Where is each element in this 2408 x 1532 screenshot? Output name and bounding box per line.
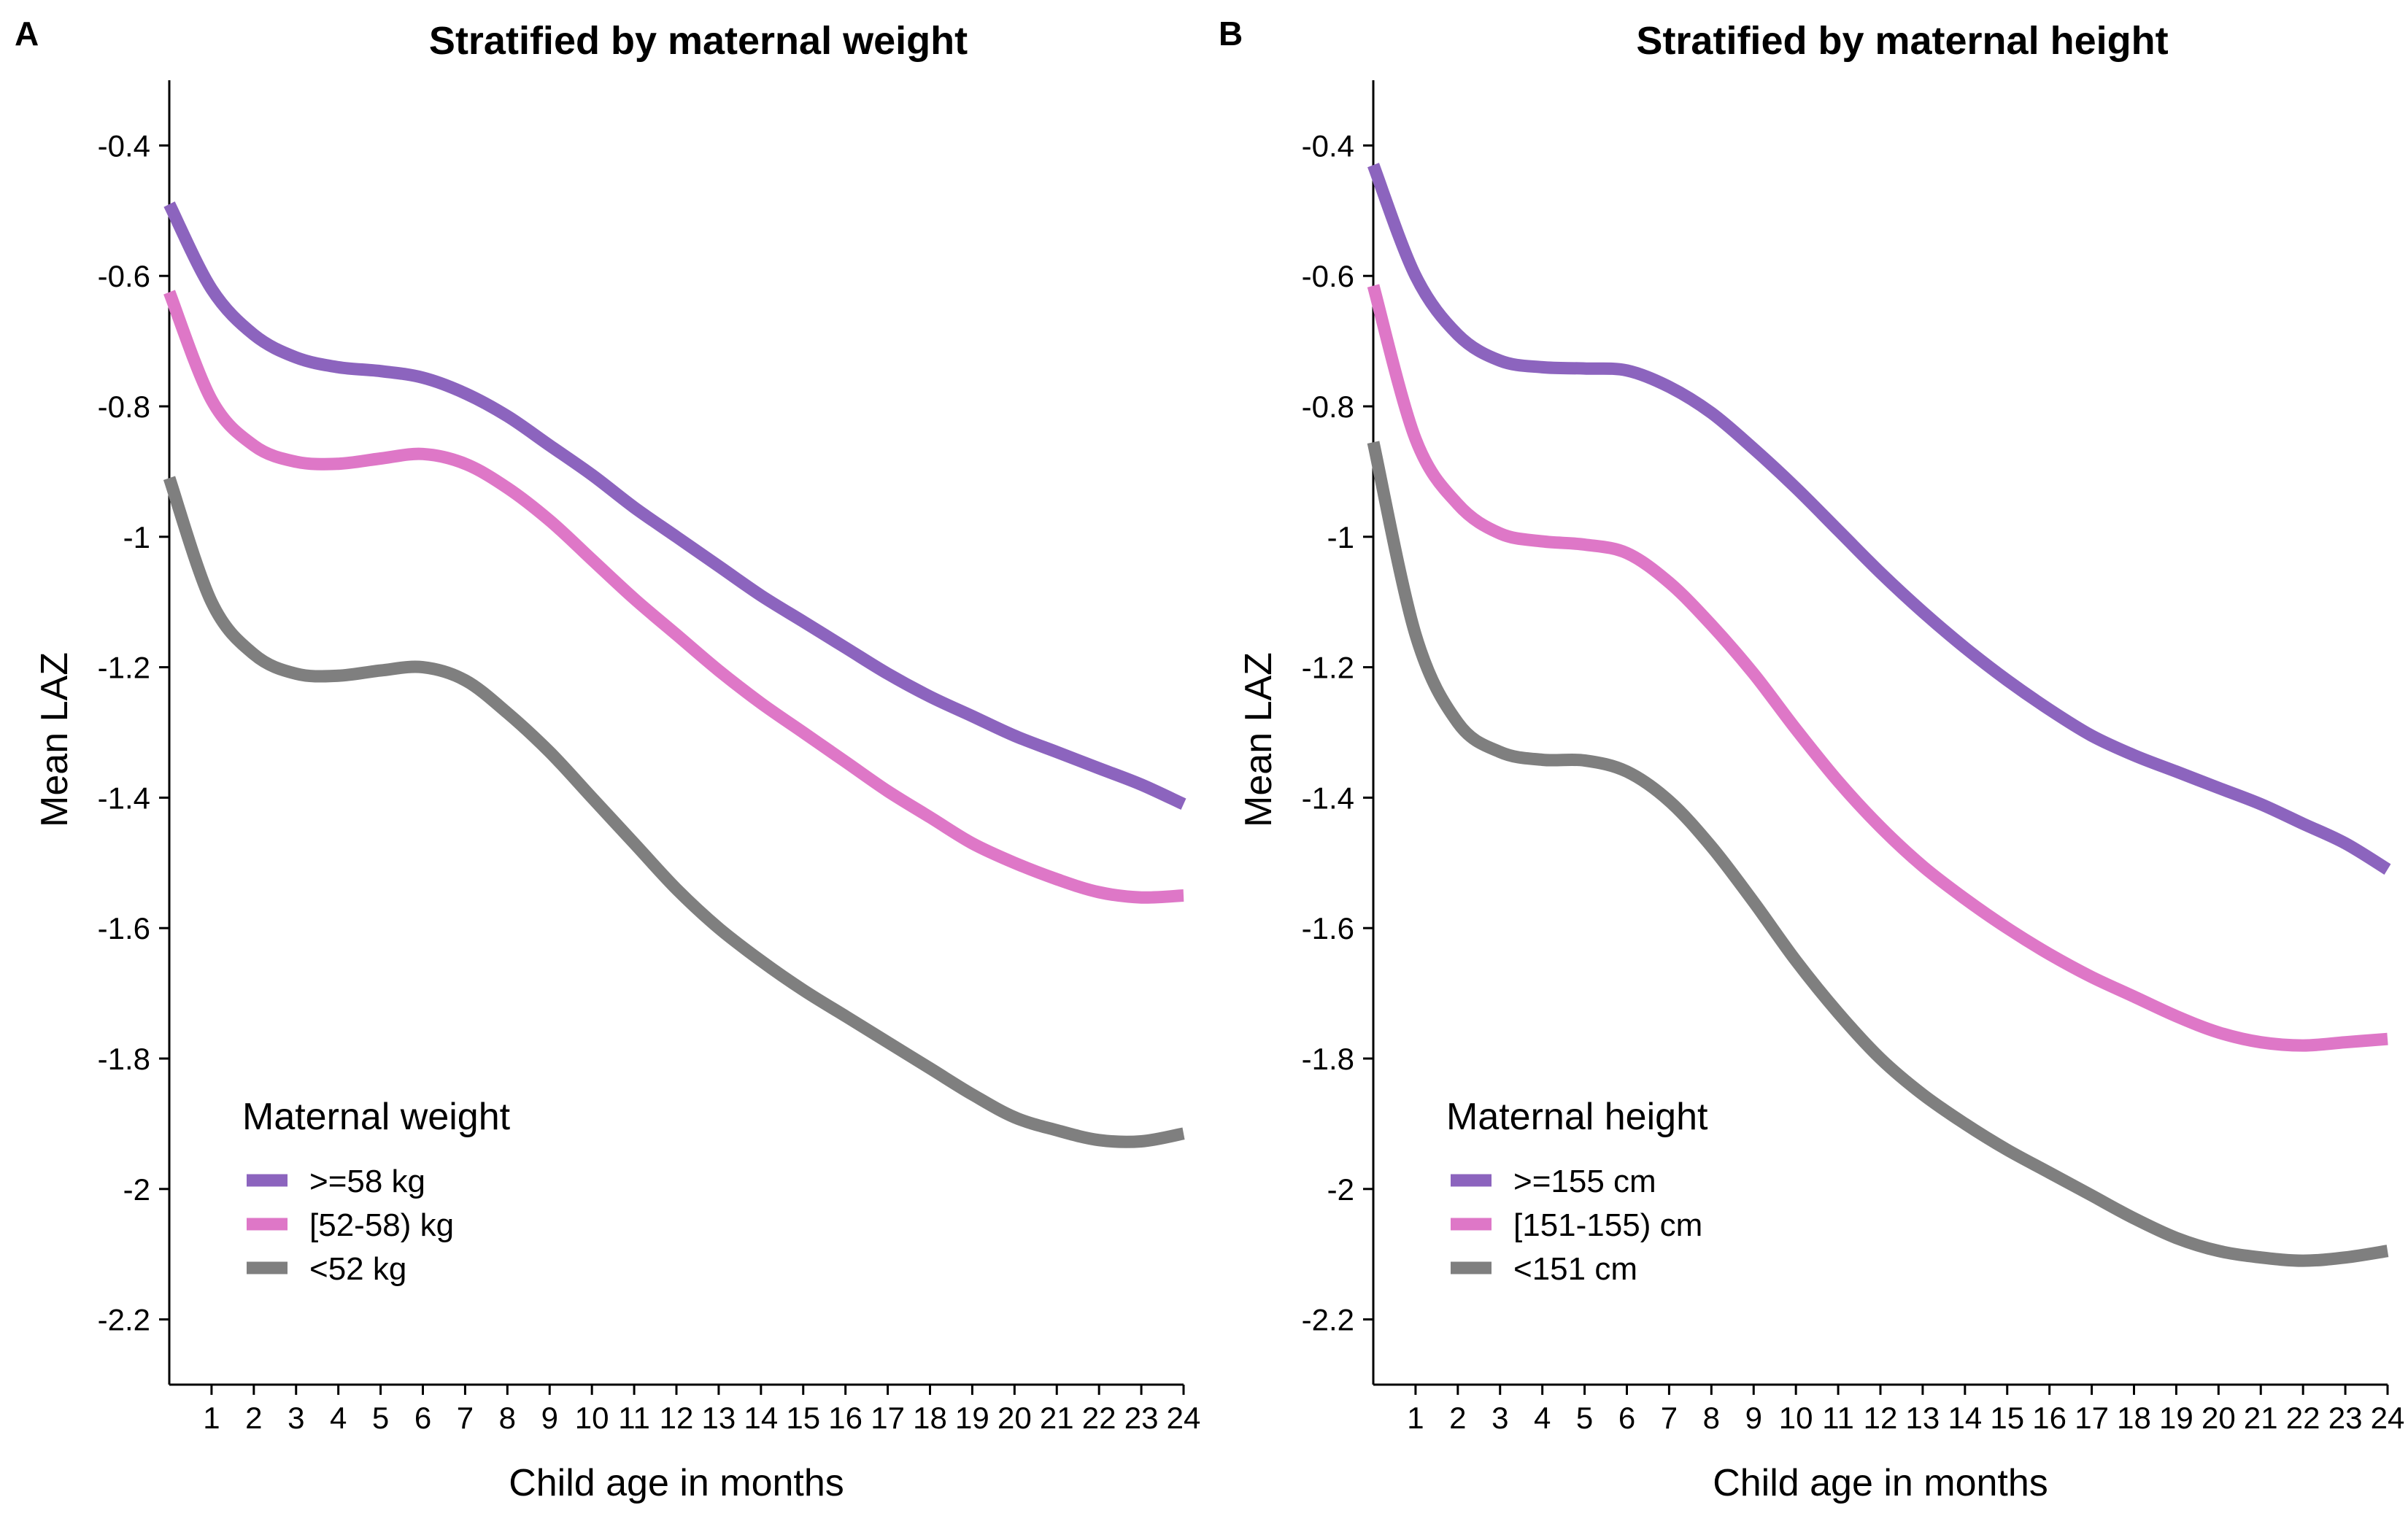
y-tick-label: -1.2 [98,651,150,685]
y-tick-label: -2.2 [1302,1303,1354,1337]
x-tick-label: 9 [541,1401,558,1435]
panel-letter: A [15,15,39,53]
y-tick-label: -1.8 [1302,1042,1354,1076]
y-tick-label: -0.4 [1302,128,1354,163]
x-tick-label: 2 [1449,1401,1466,1435]
x-tick-label: 15 [786,1401,820,1435]
x-tick-label: 23 [2328,1401,2363,1435]
legend-title: Maternal height [1446,1096,1708,1138]
y-tick-label: -1.6 [98,911,150,945]
x-tick-label: 15 [1990,1401,2024,1435]
x-tick-label: 20 [2201,1401,2236,1435]
x-tick-label: 24 [1167,1401,1201,1435]
x-tick-label: 11 [618,1401,650,1435]
x-tick-label: 2 [245,1401,262,1435]
y-tick-label: -1 [123,520,150,554]
y-tick-label: -1.4 [1302,781,1354,815]
series-line-3 [1367,441,2389,1267]
x-tick-label: 14 [744,1401,778,1435]
panel-letter: B [1219,15,1243,53]
x-tick-label: 24 [2371,1401,2405,1435]
series-line-3 [163,476,1185,1148]
y-tick-label: -1 [1327,520,1354,554]
x-tick-label: 6 [414,1401,431,1435]
x-tick-label: 16 [828,1401,863,1435]
chart-title: Stratified by maternal height [1636,19,2168,63]
x-tick-label: 20 [997,1401,1032,1435]
legend-label: <151 cm [1513,1251,1637,1287]
x-tick-label: 22 [1082,1401,1116,1435]
chart-panel-a: A Stratified by maternal weight -0.4 -0.6 -0… [15,15,1200,1504]
y-axis-title: Mean LAZ [34,652,76,827]
x-tick-label: 21 [1040,1401,1074,1435]
x-tick-label: 23 [1124,1401,1159,1435]
y-tick-label: -1.4 [98,781,150,815]
series-line-2 [163,290,1184,904]
x-tick-label: 12 [660,1401,694,1435]
y-tick-label: -2.2 [98,1303,150,1337]
y-tick-label: -0.6 [1302,259,1354,293]
x-tick-label: 13 [1906,1401,1940,1435]
x-tick-label: 13 [702,1401,736,1435]
x-tick-label: 17 [871,1401,905,1435]
x-tick-label: 19 [955,1401,989,1435]
x-tick-label: 11 [1822,1401,1854,1435]
y-tick-label: -0.8 [1302,390,1354,424]
legend: Maternal weight >=58 kg [52-58) kg <52 kg [242,1096,511,1287]
x-tick-label: 16 [2032,1401,2067,1435]
legend-label: [151-155) cm [1513,1207,1702,1243]
x-tick-label: 18 [2117,1401,2151,1435]
legend-label: >=58 kg [309,1164,425,1199]
x-tick-label: 7 [457,1401,474,1435]
x-tick-label: 14 [1948,1401,1982,1435]
x-tick-label: 4 [330,1401,347,1435]
x-tick-label: 21 [2244,1401,2278,1435]
legend-title: Maternal weight [242,1096,511,1138]
x-tick-label: 7 [1661,1401,1678,1435]
chart-title: Stratified by maternal weight [429,19,968,63]
legend-label: [52-58) kg [309,1207,454,1243]
x-tick-label: 5 [1576,1401,1593,1435]
legend: Maternal height >=155 cm [151-155) cm <151 … [1446,1096,1708,1287]
x-tick-label: 8 [1703,1401,1720,1435]
chart-panel-b: B Stratified by maternal height -0.4 -0.6 -0… [1219,15,2404,1504]
x-axis-title: Child age in months [509,1462,844,1504]
x-tick-label: 8 [499,1401,516,1435]
x-tick-label: 1 [1407,1401,1424,1435]
y-tick-label: -0.6 [98,259,150,293]
series-line-1 [1367,163,2391,875]
x-tick-label: 1 [203,1401,220,1435]
x-tick-label: 3 [1492,1401,1508,1435]
legend-label: <52 kg [309,1251,406,1287]
x-axis-title: Child age in months [1713,1462,2048,1504]
x-tick-label: 4 [1534,1401,1551,1435]
x-tick-label: 17 [2075,1401,2109,1435]
x-tick-label: 10 [1779,1401,1813,1435]
legend-label: >=155 cm [1513,1164,1656,1199]
series-line-1 [163,201,1186,811]
x-tick-label: 22 [2286,1401,2320,1435]
x-tick-label: 5 [372,1401,389,1435]
y-tick-label: -1.8 [98,1042,150,1076]
x-tick-label: 6 [1618,1401,1635,1435]
y-tick-label: -0.4 [98,128,150,163]
y-tick-label: -0.8 [98,390,150,424]
x-tick-label: 12 [1864,1401,1898,1435]
y-tick-label: -2 [1327,1172,1354,1207]
y-tick-label: -2 [123,1172,150,1207]
x-tick-label: 18 [913,1401,947,1435]
y-axis-title: Mean LAZ [1238,652,1280,827]
x-tick-label: 19 [2159,1401,2193,1435]
x-tick-label: 3 [288,1401,304,1435]
x-tick-label: 10 [575,1401,609,1435]
y-tick-label: -1.2 [1302,651,1354,685]
series-line-2 [1367,284,2388,1052]
y-tick-label: -1.6 [1302,911,1354,945]
x-tick-label: 9 [1745,1401,1762,1435]
